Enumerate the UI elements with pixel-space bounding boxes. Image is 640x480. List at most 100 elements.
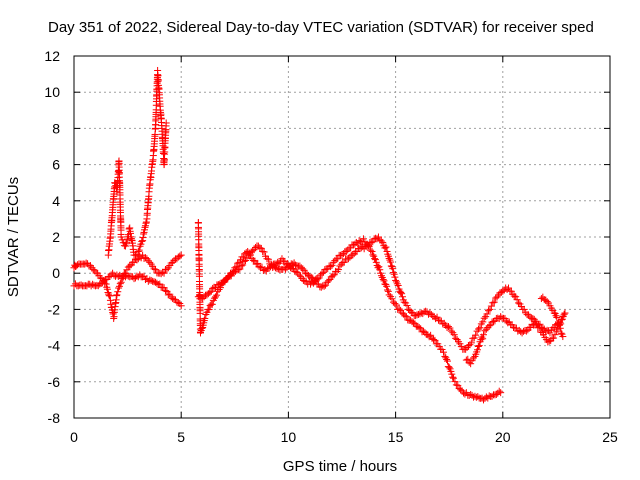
data-point [552,312,560,320]
data-point [497,389,505,397]
data-point [114,167,122,175]
data-point [249,247,257,255]
data-point [300,266,308,274]
data-point [237,256,245,264]
data-point [384,287,392,295]
data-point [317,283,325,291]
data-point [522,327,530,335]
data-point [543,298,551,306]
data-point [486,305,494,313]
data-point [97,279,105,287]
chart-title: Day 351 of 2022, Sidereal Day-to-day VTE… [48,19,594,36]
data-point [382,281,390,289]
data-point [283,264,291,272]
data-point [376,266,384,274]
data-point [427,331,435,339]
y-tick-label: 4 [52,193,60,209]
data-point [344,255,352,263]
data-point [372,234,380,242]
data-point [385,291,393,299]
y-tick-label: 0 [52,265,60,281]
data-point [380,277,388,285]
data-point [419,327,427,335]
data-point [174,299,182,307]
data-point [403,302,411,310]
data-point [393,280,401,288]
data-point [557,329,565,337]
data-point [374,233,382,241]
data-point [496,289,504,297]
data-point [450,331,458,339]
data-point [434,316,442,324]
data-point [425,333,433,341]
data-point [272,264,280,272]
data-point [510,292,518,300]
data-point [367,239,375,247]
y-tick-label: 12 [44,48,60,64]
data-point [474,393,482,401]
data-point [433,313,441,321]
data-point [131,274,139,282]
data-point [487,302,495,310]
data-point [134,247,142,255]
data-point [532,320,540,328]
data-point [444,323,452,331]
data-point [379,238,387,246]
data-point [392,301,400,309]
data-point [151,266,159,274]
data-point [260,248,268,256]
y-tick-label: -4 [48,338,61,354]
data-point [499,287,507,295]
data-point [200,293,208,301]
data-point [561,309,569,317]
data-point [468,391,476,399]
data-point [256,244,264,252]
data-point [249,256,257,264]
data-point [352,238,360,246]
data-point [490,298,498,306]
data-point [495,387,503,395]
data-point [389,269,397,277]
data-point [558,315,566,323]
data-point [558,316,566,324]
data-point [329,258,337,266]
data-point [113,291,121,299]
data-point [291,267,299,275]
data-point [205,305,213,313]
data-point [312,276,320,284]
data-point [392,278,400,286]
data-point [105,290,113,298]
data-point [379,275,387,283]
x-tick-label: 20 [495,429,511,445]
data-point [417,309,425,317]
y-tick-label: 6 [52,157,60,173]
y-axis-label: SDTVAR / TECUs [5,177,22,297]
data-point [530,321,538,329]
data-point [394,281,402,289]
data-point [216,280,224,288]
data-point [397,288,405,296]
data-point [133,272,141,280]
data-point [74,261,82,269]
data-point [398,290,406,298]
data-point [328,261,336,269]
data-point [322,265,330,273]
data-point [476,324,484,332]
data-point [560,310,568,318]
data-point [446,324,454,332]
data-point [429,335,437,343]
data-point [163,265,171,273]
data-point [324,277,332,285]
data-point [392,276,400,284]
data-point [224,273,232,281]
data-point [492,294,500,302]
data-point [556,324,564,332]
data-point [295,271,303,279]
data-point [292,261,300,269]
data-point [213,291,221,299]
data-point [390,270,398,278]
data-point [359,235,367,243]
data-point [329,272,337,280]
data-point [176,252,184,260]
